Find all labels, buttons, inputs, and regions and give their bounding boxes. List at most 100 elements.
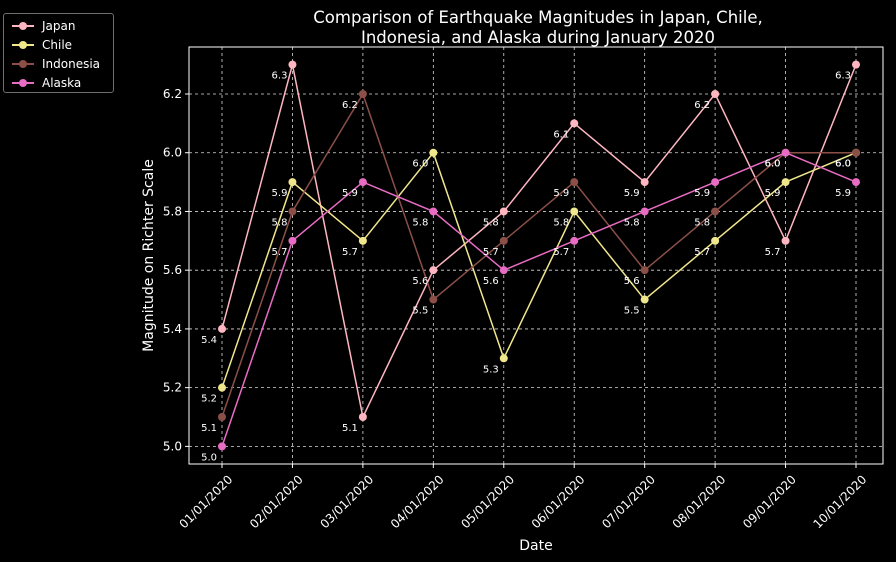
data-point-japan: [711, 89, 720, 98]
data-label-chile: 5.9: [272, 188, 288, 199]
data-label-alaska: 5.9: [342, 188, 358, 199]
data-point-japan: [852, 60, 860, 69]
data-point-chile: [781, 178, 790, 187]
data-point-japan: [781, 236, 790, 245]
data-label-indonesia: 5.5: [412, 306, 428, 317]
data-label-japan: 5.8: [483, 217, 499, 228]
y-tick-label: 5.0: [163, 439, 182, 453]
data-point-alaska: [570, 236, 579, 245]
data-point-chile: [358, 236, 367, 245]
data-label-alaska: 5.8: [412, 217, 428, 228]
data-point-indonesia: [218, 413, 226, 422]
data-label-japan: 5.7: [765, 247, 781, 258]
chart-title: Indonesia, and Alaska during January 202…: [361, 28, 715, 47]
data-point-indonesia: [499, 236, 508, 245]
x-tick-label: 02/01/2020: [247, 472, 306, 531]
data-label-japan: 6.1: [553, 129, 569, 140]
data-point-alaska: [640, 207, 649, 216]
legend-item-alaska: Alaska: [12, 74, 81, 92]
x-tick-label: 09/01/2020: [740, 472, 799, 531]
data-point-alaska: [218, 442, 226, 451]
x-tick-label: 10/01/2020: [811, 472, 870, 531]
data-label-alaska: 5.9: [835, 188, 851, 199]
data-point-chile: [640, 295, 649, 304]
data-point-indonesia: [711, 207, 720, 216]
data-label-japan: 5.6: [412, 276, 428, 287]
data-label-indonesia: 5.6: [624, 276, 640, 287]
x-tick-label: 06/01/2020: [529, 472, 588, 531]
data-label-alaska: 5.8: [624, 217, 640, 228]
data-point-indonesia: [358, 89, 367, 98]
data-point-alaska: [429, 207, 438, 216]
x-tick-label: 08/01/2020: [670, 472, 729, 531]
data-point-japan: [499, 207, 508, 216]
data-point-japan: [358, 413, 367, 422]
data-label-chile: 5.8: [553, 217, 569, 228]
legend-marker-japan: [12, 20, 34, 32]
data-point-alaska: [781, 148, 790, 157]
data-label-alaska: 5.7: [272, 247, 288, 258]
data-label-alaska: 5.6: [483, 276, 499, 287]
data-point-chile: [218, 383, 226, 392]
legend-item-chile: Chile: [12, 36, 72, 54]
legend-label-chile: Chile: [42, 38, 73, 52]
y-tick-label: 5.8: [163, 204, 182, 218]
data-label-alaska: 5.9: [694, 188, 710, 199]
x-tick-label: 05/01/2020: [458, 472, 517, 531]
data-label-chile: 5.7: [694, 247, 710, 258]
legend-label-indonesia: Indonesia: [42, 57, 101, 71]
data-point-chile: [429, 148, 438, 157]
series-line-indonesia: [221, 92, 856, 418]
data-point-chile: [711, 236, 720, 245]
data-label-indonesia: 5.9: [553, 188, 569, 199]
data-point-indonesia: [288, 207, 297, 216]
x-axis-label: Date: [519, 538, 552, 554]
data-point-alaska: [499, 266, 508, 275]
data-label-chile: 5.9: [765, 188, 781, 199]
data-label-chile: 6.0: [835, 159, 851, 170]
data-point-japan: [429, 266, 438, 275]
data-point-indonesia: [852, 148, 860, 157]
data-point-japan: [218, 324, 226, 333]
data-label-alaska: 5.0: [201, 452, 217, 463]
data-point-japan: [288, 60, 297, 69]
x-tick-label: 04/01/2020: [388, 472, 447, 531]
y-tick-label: 5.4: [163, 322, 182, 336]
legend-marker-alaska: [12, 77, 34, 89]
chart-title: Comparison of Earthquake Magnitudes in J…: [313, 8, 762, 27]
data-point-alaska: [852, 178, 860, 187]
x-tick-label: 03/01/2020: [317, 472, 376, 531]
x-tick-label: 01/01/2020: [177, 472, 236, 531]
data-label-indonesia: 5.1: [201, 423, 217, 434]
data-point-indonesia: [640, 266, 649, 275]
data-label-alaska: 6.0: [765, 159, 781, 170]
data-label-indonesia: 5.8: [694, 217, 710, 228]
data-label-japan: 5.1: [342, 423, 358, 434]
y-tick-label: 6.2: [163, 87, 182, 101]
legend-marker-chile: [12, 39, 34, 51]
data-label-japan: 6.2: [694, 100, 710, 111]
data-point-chile: [570, 207, 579, 216]
series-line-japan: [221, 64, 857, 420]
data-label-indonesia: 6.2: [342, 100, 358, 111]
y-tick-label: 6.0: [163, 146, 182, 160]
data-label-japan: 5.4: [201, 335, 217, 346]
data-point-chile: [499, 354, 508, 363]
data-point-indonesia: [570, 178, 579, 187]
data-point-alaska: [358, 178, 367, 187]
data-label-chile: 5.7: [342, 247, 358, 258]
series-line-alaska: [221, 151, 857, 447]
data-point-chile: [288, 178, 297, 187]
legend-marker-indonesia: [12, 58, 34, 70]
y-axis-label: Magnitude on Richter Scale: [141, 159, 157, 352]
data-point-japan: [570, 119, 579, 128]
data-label-chile: 5.3: [483, 364, 499, 375]
data-point-alaska: [711, 178, 720, 187]
data-label-japan: 6.3: [835, 71, 851, 82]
y-tick-label: 5.2: [163, 381, 182, 395]
data-label-chile: 5.5: [624, 306, 640, 317]
y-tick-label: 5.6: [163, 263, 182, 277]
data-label-japan: 6.3: [272, 71, 288, 82]
data-label-indonesia: 5.7: [483, 247, 499, 258]
